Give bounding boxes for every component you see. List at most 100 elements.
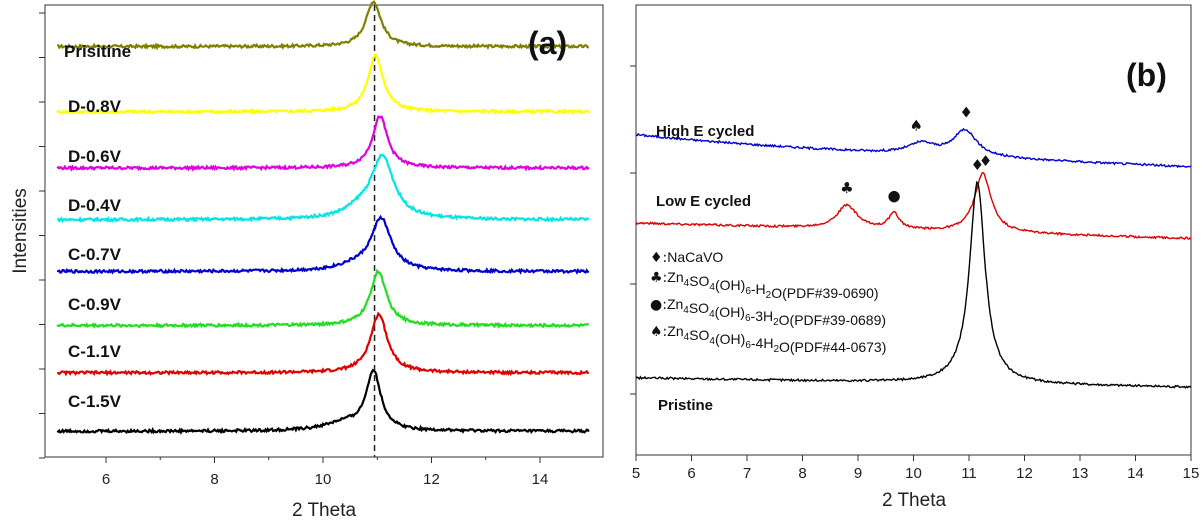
series-label: D-0.6V — [68, 147, 122, 166]
panel-a-y-axis-title: Intensities — [10, 188, 31, 274]
panel-b-legend: ♦:NaCaVO♣:Zn4SO4(OH)6-H2O(PDF#39-0690)●:… — [650, 249, 886, 355]
legend-n2: 4 — [709, 309, 715, 320]
series-label: C-1.1V — [68, 342, 122, 361]
club-icon: ♣: — [650, 270, 667, 286]
legend-end: O — [779, 339, 790, 355]
legend-pdf: (PDF#39-0690) — [782, 285, 879, 301]
legend-hyd: -H — [751, 281, 766, 297]
diamond-marker: ♦ — [979, 152, 992, 170]
legend-base: Zn — [667, 296, 683, 312]
panel-a-x-axis-title: 2 Theta — [292, 500, 357, 521]
series-curve — [635, 171, 1192, 241]
panel-b-series-labels: High E cycled Low E cycled Pristine — [656, 123, 754, 414]
legend-pdf: (PDF#39-0689) — [790, 312, 887, 328]
series-curve — [56, 115, 590, 172]
panel-b-x-ticks: 5 6 7 8 9 10 11 12 13 14 15 — [632, 455, 1200, 482]
dot-icon: ●: — [650, 297, 667, 313]
legend-end: O — [771, 285, 782, 301]
series-curve — [635, 127, 1192, 169]
series-curve — [56, 268, 589, 330]
legend-pdf: (PDF#44-0673) — [790, 339, 887, 355]
diamond-icon: ♦: — [650, 250, 667, 266]
x-tick-label: 12 — [423, 471, 440, 488]
legend-n4: 2 — [766, 290, 772, 301]
legend-mid: SO — [689, 273, 709, 289]
legend-base: Zn — [667, 323, 683, 339]
panel-a-frame — [44, 4, 604, 458]
legend-oh: (OH) — [715, 277, 745, 293]
legend-n2: 4 — [709, 282, 715, 293]
x-tick-label: 11 — [961, 465, 977, 482]
panel-b-x-axis-title: 2 Theta — [882, 490, 947, 511]
legend-n3: 6 — [745, 313, 751, 324]
panel-b-peak-markers: ♠♦♣ ●♦♦ — [840, 103, 992, 204]
series-label: High E cycled — [656, 123, 754, 140]
x-tick-label: 12 — [1016, 465, 1033, 482]
legend-mid: SO — [689, 300, 709, 316]
x-tick-label: 15 — [1183, 465, 1200, 482]
series-label: D-0.8V — [68, 97, 122, 116]
series-curve — [56, 214, 590, 275]
series-label: Prisitine — [64, 42, 131, 61]
legend-mid: SO — [689, 327, 709, 343]
legend-text: NaCaVO — [667, 249, 723, 265]
x-tick-label: 13 — [1072, 465, 1089, 482]
panel-b-y-ticks — [630, 65, 636, 395]
panel-b-curves — [635, 127, 1192, 389]
legend-n3: 6 — [745, 286, 751, 297]
legend-n4: 2 — [773, 317, 779, 328]
x-tick-label: 7 — [743, 465, 751, 482]
panel-b-frame — [635, 4, 1192, 456]
legend-item: ●:Zn4SO4(OH)6-3H2O(PDF#39-0689) — [650, 296, 886, 328]
legend-n1: 4 — [683, 305, 689, 316]
legend-n1: 4 — [684, 332, 690, 343]
panel-a-x-ticks: 6 8 10 12 14 — [102, 457, 549, 488]
spade-icon: ♠: — [650, 324, 667, 340]
legend-n2: 4 — [709, 336, 715, 347]
series-label: C-1.5V — [68, 392, 122, 411]
legend-item: ♠:Zn4SO4(OH)6-4H2O(PDF#44-0673) — [650, 323, 886, 355]
x-tick-label: 8 — [210, 471, 218, 488]
panel-a-y-ticks — [39, 12, 45, 459]
series-label: Low E cycled — [656, 193, 751, 210]
x-tick-label: 6 — [102, 471, 110, 488]
legend-n1: 4 — [684, 278, 690, 289]
series-label: C-0.7V — [68, 245, 122, 264]
x-tick-label: 6 — [687, 465, 695, 482]
x-tick-label: 8 — [798, 465, 806, 482]
legend-n4: 2 — [773, 344, 779, 355]
panel-a-curves — [56, 0, 590, 435]
series-curve — [57, 153, 590, 224]
panel-a: 6 8 10 12 14 Prisitine D-0.8V D-0.6V D-0.4V C-0.… — [10, 0, 604, 521]
legend-oh: (OH) — [715, 331, 745, 347]
series-curve — [56, 368, 590, 435]
diamond-marker: ♦ — [959, 103, 972, 121]
x-tick-label: 14 — [1127, 465, 1144, 482]
x-tick-label: 5 — [632, 465, 640, 482]
series-curve — [57, 0, 590, 51]
dot-marker: ● — [888, 187, 901, 205]
legend-hyd: -3H — [751, 308, 774, 324]
x-tick-label: 10 — [315, 471, 332, 488]
legend-hyd: -4H — [751, 335, 774, 351]
panel-a-series-labels: Prisitine D-0.8V D-0.6V D-0.4V C-0.7V C-0.9V C… — [64, 42, 131, 411]
panel-a-tag: (a) — [528, 25, 567, 61]
spade-marker: ♠ — [910, 117, 923, 135]
x-tick-label: 9 — [854, 465, 862, 482]
legend-item: ♣:Zn4SO4(OH)6-H2O(PDF#39-0690) — [650, 269, 879, 301]
x-tick-label: 14 — [532, 471, 549, 488]
series-label: D-0.4V — [68, 196, 122, 215]
diamond-marker: ♦ — [971, 156, 984, 174]
legend-oh: (OH) — [715, 304, 745, 320]
series-label: C-0.9V — [68, 295, 122, 314]
legend-item: ♦:NaCaVO — [650, 249, 723, 266]
series-curve — [56, 53, 590, 116]
club-marker: ♣ — [840, 179, 853, 197]
x-tick-label: 10 — [905, 465, 922, 482]
legend-n3: 6 — [745, 340, 751, 351]
series-label: Pristine — [658, 397, 713, 414]
series-curve — [57, 311, 590, 377]
series-curve — [635, 181, 1192, 389]
legend-end: O — [779, 312, 790, 328]
